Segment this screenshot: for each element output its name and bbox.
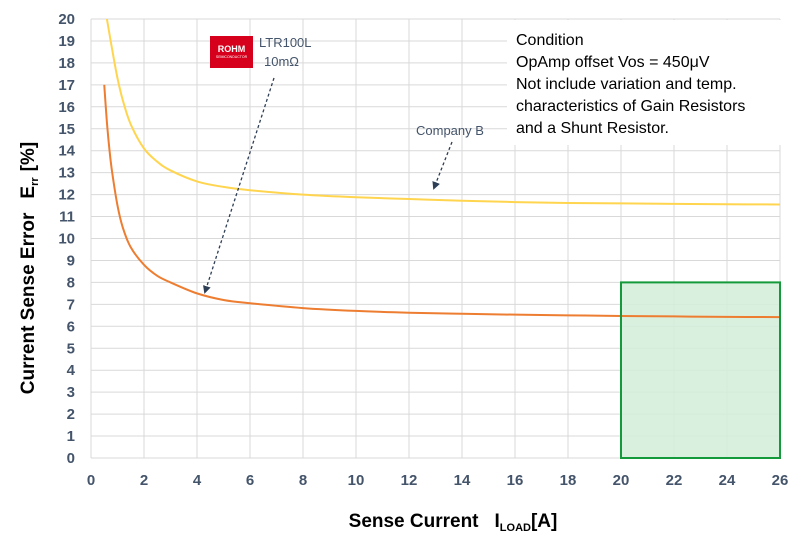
condition-line: and a Shunt Resistor. [516,120,669,137]
y-tick-label: 15 [58,121,75,138]
x-tick-label: 16 [507,472,524,489]
condition-line: Not include variation and temp. [516,76,737,93]
y-tick-label: 3 [67,384,75,401]
condition-annotation: Condition OpAmp offset Vos = 450μV Not i… [507,20,787,145]
y-tick-label: 14 [58,143,75,160]
y-tick-label: 4 [67,362,76,379]
x-tick-label: 10 [348,472,365,489]
x-tick-label: 20 [613,472,630,489]
y-tick-label: 19 [58,33,75,50]
x-tick-label: 8 [299,472,307,489]
condition-line: OpAmp offset Vos = 450μV [516,54,710,71]
series-line-1 [105,18,781,206]
rohm-logo-box [210,36,253,68]
y-tick-label: 20 [58,11,75,28]
company-b-label: Company B [416,123,484,138]
y-tick-label: 0 [67,450,75,467]
rohm-logo: ROHM SEMICONDUCTOR [210,36,253,68]
highlight-region-border [620,281,781,459]
x-tick-label: 14 [454,472,471,489]
x-tick-label: 2 [140,472,148,489]
y-tick-label: 12 [58,187,75,204]
company-b-arrow [432,141,453,190]
x-tick-label: 6 [246,472,254,489]
rohm-label-line2: 10mΩ [264,54,299,69]
y-tick-label: 5 [67,340,75,357]
x-tick-label: 18 [560,472,577,489]
condition-line: Condition [516,32,584,49]
y-tick-label: 7 [67,296,75,313]
highlight-region-fill [621,282,780,458]
x-tick-label: 22 [666,472,683,489]
y-axis-title: Current Sense ErrorErr[%] [18,142,41,394]
x-tick-label: 12 [401,472,418,489]
x-axis-title: Sense Current ILOAD[A] [349,511,558,534]
grid [90,18,781,459]
y-tick-label: 8 [67,274,75,291]
y-tick-label: 2 [67,406,75,423]
y-tick-label: 6 [67,318,75,335]
svg-text:SEMICONDUCTOR: SEMICONDUCTOR [216,55,248,59]
highlight-region-layer [621,282,780,458]
x-tick-label: 24 [719,472,736,489]
series-line-0 [103,84,781,319]
y-tick-label: 13 [58,165,75,182]
y-tick-label: 9 [67,252,75,269]
svg-text:ROHM: ROHM [218,44,246,54]
x-tick-labels: 0 2 4 6 8 10 12 14 16 18 20 22 24 26 [87,472,789,489]
condition-line: characteristics of Gain Resistors [516,98,745,115]
y-tick-label: 17 [58,77,75,94]
series-layer [103,18,781,459]
y-tick-label: 16 [58,99,75,116]
x-tick-label: 26 [772,472,789,489]
y-tick-label: 18 [58,55,75,72]
y-tick-label: 10 [58,231,75,248]
y-tick-label: 1 [67,428,75,445]
rohm-arrow [203,77,275,294]
y-tick-label: 11 [59,209,75,226]
x-tick-label: 0 [87,472,95,489]
x-tick-label: 4 [193,472,202,489]
rohm-label-line1: LTR100L [259,35,312,50]
